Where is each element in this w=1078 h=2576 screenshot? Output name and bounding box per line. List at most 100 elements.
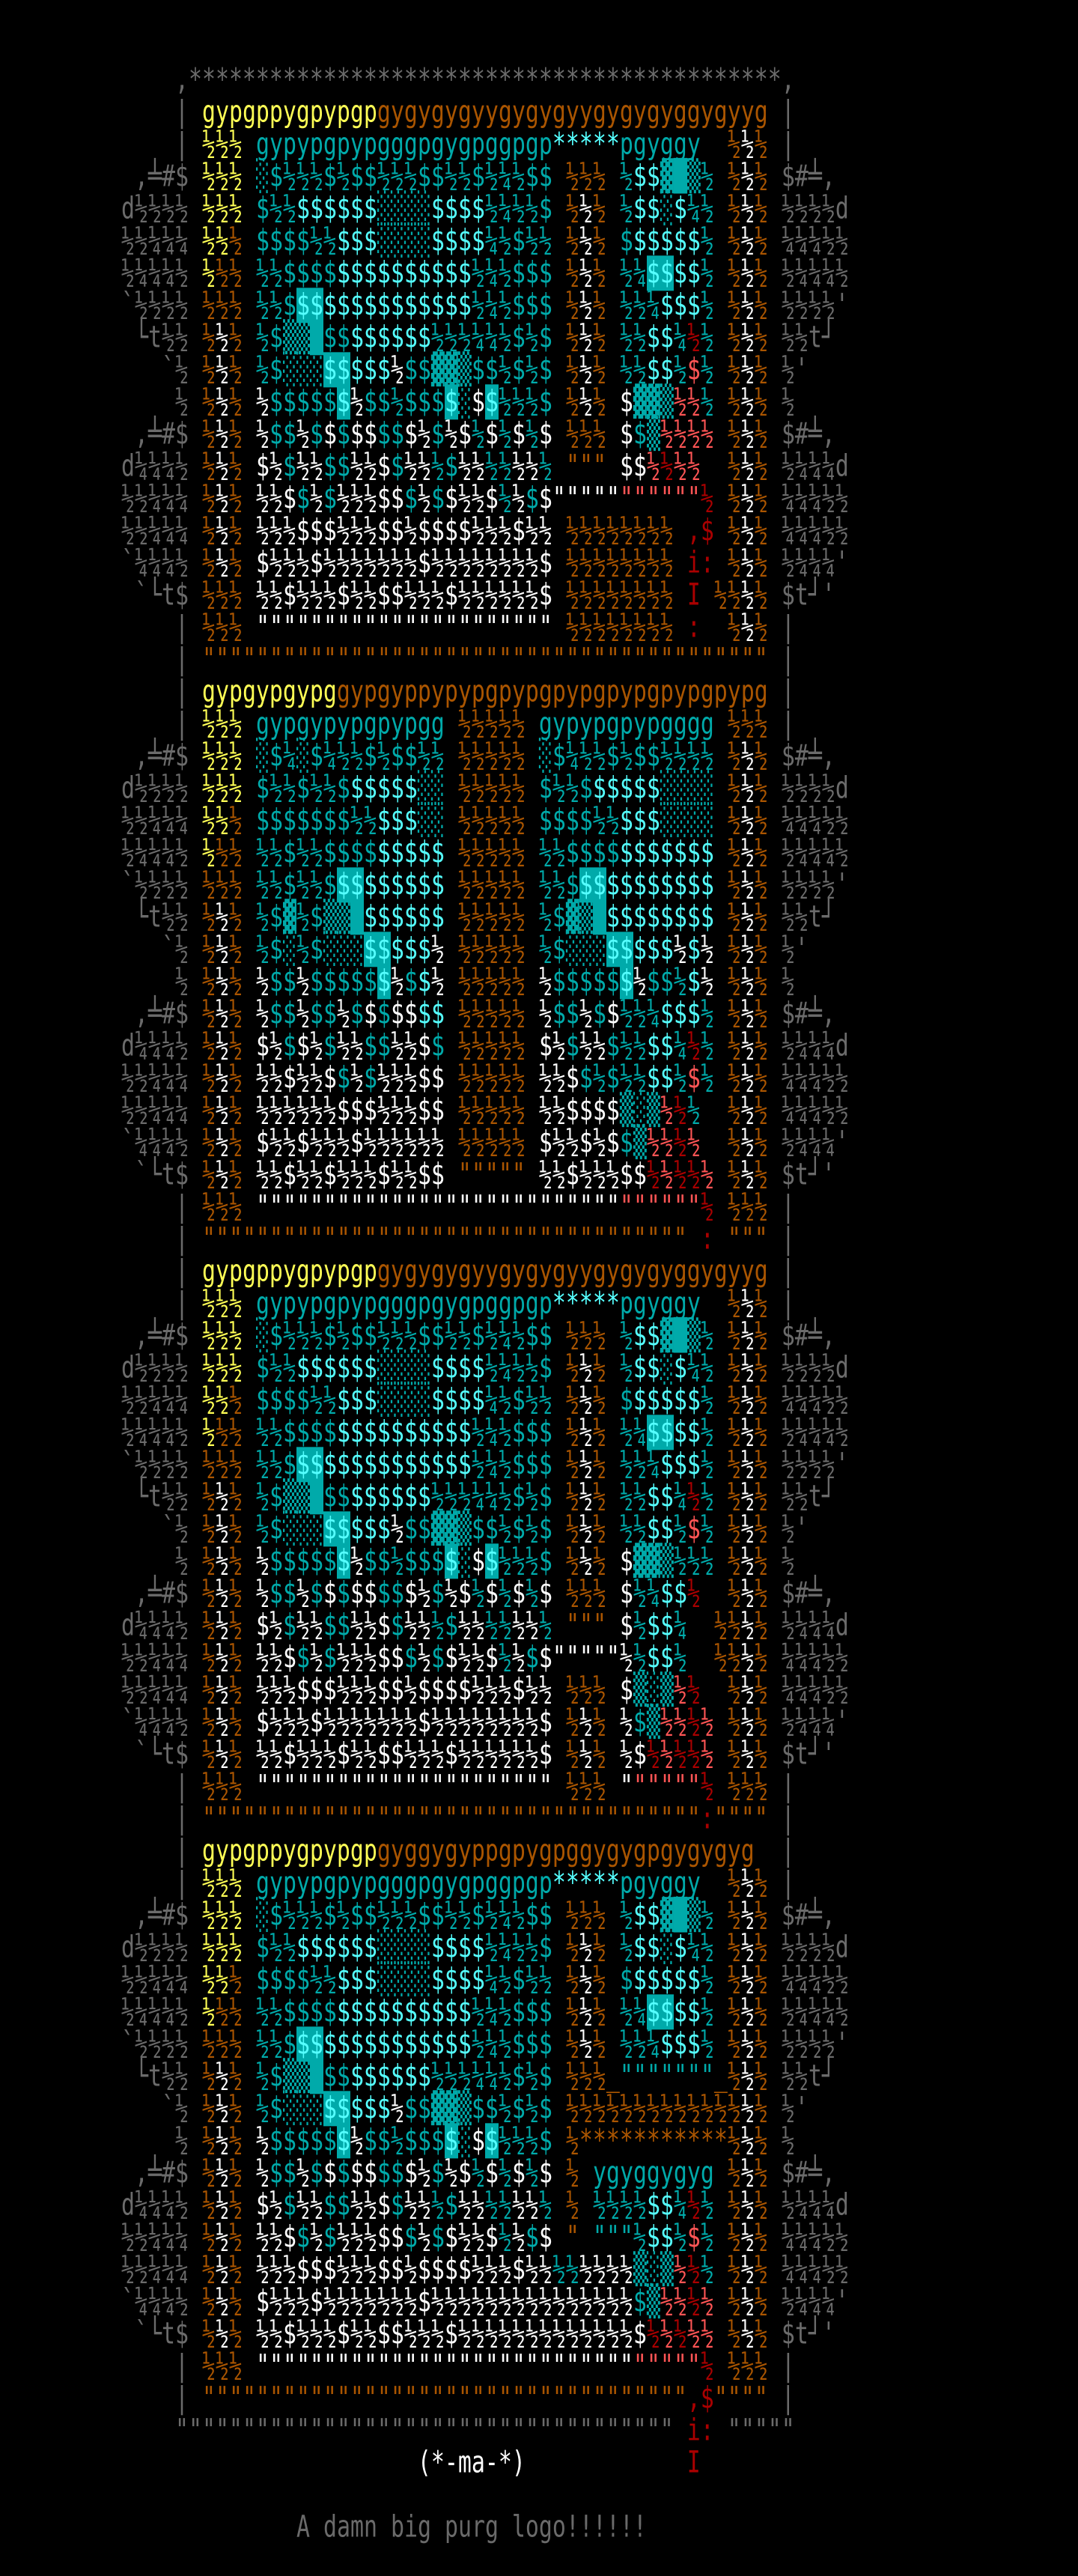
art-glyphs bbox=[768, 416, 782, 452]
art-glyphs bbox=[768, 1125, 782, 1160]
art-glyphs: ½$▒▒ bbox=[255, 2059, 310, 2094]
art-glyphs: ½ bbox=[754, 771, 768, 806]
art-row: ,***************************************… bbox=[0, 64, 1078, 97]
frame-glyphs: d½½½½ bbox=[121, 191, 189, 227]
art-glyphs: $ bbox=[471, 2123, 485, 2159]
art-glyphs: ½ bbox=[228, 2091, 243, 2127]
art-glyphs bbox=[768, 1994, 782, 2029]
art-glyphs: ½$ bbox=[619, 1737, 647, 1772]
art-glyphs: ½ bbox=[350, 384, 364, 420]
art-glyphs: ½ bbox=[727, 577, 741, 613]
art-glyphs: ░ bbox=[457, 384, 472, 420]
art-glyphs bbox=[526, 835, 539, 870]
art-glyphs bbox=[552, 1930, 566, 1965]
art-glyphs: ½ bbox=[740, 288, 755, 323]
art-glyphs: ½ bbox=[471, 416, 485, 452]
art-glyphs: ½ bbox=[215, 545, 229, 581]
art-caption: A damn big purg logo!!!!!! bbox=[296, 2509, 647, 2545]
art-glyphs: $ bbox=[282, 2187, 296, 2223]
art-glyphs: ½ bbox=[592, 1511, 606, 1547]
art-glyphs: ½½½ bbox=[201, 1898, 243, 1933]
art-glyphs: ½ bbox=[201, 2316, 216, 2352]
art-glyphs: ½ bbox=[201, 1060, 216, 1096]
art-glyphs bbox=[189, 1576, 202, 1611]
art-glyphs bbox=[579, 2155, 593, 2190]
art-glyphs: ½ bbox=[754, 867, 768, 903]
art-glyphs: ▒░▒ bbox=[619, 1093, 660, 1128]
art-glyphs: $$ bbox=[646, 1994, 674, 2030]
frame-glyphs: d¼¼¼½ bbox=[121, 2187, 189, 2223]
art-glyphs: ½ bbox=[215, 1704, 229, 1740]
art-glyphs bbox=[243, 191, 256, 226]
art-glyphs bbox=[309, 1479, 323, 1515]
art-glyphs bbox=[701, 577, 714, 613]
art-glyphs: ½ bbox=[754, 2187, 768, 2223]
art-glyphs: ygyggygyg bbox=[592, 2155, 714, 2191]
art-glyphs: $ bbox=[430, 2220, 445, 2255]
art-glyphs: ½ bbox=[565, 191, 579, 227]
art-glyphs bbox=[714, 1447, 728, 1482]
art-glyphs: $ bbox=[686, 352, 701, 388]
art-glyphs: ½ bbox=[740, 1640, 755, 1676]
art-glyphs: ½½½½½ bbox=[457, 1060, 526, 1096]
frame-glyphs: | bbox=[121, 1189, 189, 1225]
frame-glyphs: ½½¼¼¼ bbox=[121, 2220, 189, 2255]
art-glyphs bbox=[714, 964, 728, 999]
art-row: └t½½ ½½½ ½$▒▒ $$$$$$$$½½½¼¼½$½$ ½½½ ½½$$… bbox=[0, 320, 1078, 356]
art-glyphs bbox=[768, 1382, 782, 1418]
art-glyphs bbox=[0, 1962, 121, 1997]
art-glyphs bbox=[189, 706, 202, 741]
art-glyphs: ½ bbox=[754, 610, 768, 645]
art-glyphs: $ bbox=[390, 1608, 404, 1644]
art-glyphs: ½½$½½$$$$ bbox=[255, 835, 377, 871]
frame-glyphs: | bbox=[781, 127, 795, 162]
art-glyphs: ½ bbox=[309, 2220, 323, 2255]
frame-glyphs: | bbox=[781, 610, 795, 645]
art-glyphs: ½$▒▒ bbox=[255, 320, 310, 356]
art-glyphs: ½ bbox=[740, 2220, 755, 2255]
art-glyphs: $$ bbox=[323, 320, 350, 356]
art-glyphs: ½ bbox=[754, 1286, 768, 1322]
art-glyphs: ½ bbox=[754, 1511, 768, 1547]
art-glyphs: ½ bbox=[727, 2026, 741, 2062]
art-glyphs: ½½ bbox=[296, 2187, 323, 2223]
art-glyphs: $$ bbox=[323, 2091, 350, 2127]
art-glyphs: ½ bbox=[228, 416, 243, 452]
frame-glyphs: ½¼¼¼½ bbox=[781, 1994, 849, 2030]
art-glyphs: " bbox=[619, 1769, 633, 1805]
art-glyphs: $$ bbox=[417, 996, 445, 1032]
art-glyphs bbox=[768, 513, 782, 548]
art-glyphs bbox=[768, 1576, 782, 1611]
frame-glyphs: ½½¼¼¼ bbox=[121, 2252, 189, 2288]
frame-glyphs: ½¼¼¼' bbox=[781, 1125, 849, 1161]
art-glyphs: ½ bbox=[754, 481, 768, 517]
art-glyphs: $$$ bbox=[377, 803, 418, 839]
frame-glyphs: ,╧#$ bbox=[121, 2155, 189, 2191]
art-glyphs: ½ bbox=[525, 416, 539, 452]
art-glyphs: ½ bbox=[700, 255, 714, 291]
art-glyphs: ½½½ bbox=[201, 1865, 243, 1901]
art-glyphs: ½ bbox=[740, 127, 755, 162]
art-glyphs bbox=[606, 1769, 620, 1804]
art-glyphs: ½ bbox=[619, 159, 633, 195]
art-glyphs: $$$$$$$$$$ bbox=[336, 255, 472, 291]
art-glyphs: $ bbox=[336, 1576, 350, 1611]
art-glyphs: $$ bbox=[633, 159, 660, 195]
art-row: ,╧#$ ½½½ ░$½½½$½$$½½½$$½½$½¼½$$ ½½½ ½$$▓… bbox=[0, 159, 1078, 195]
art-glyphs: ***** bbox=[552, 1865, 620, 1901]
art-glyphs: ½ bbox=[700, 2026, 714, 2062]
art-glyphs: ½½½¼¼½$½$ bbox=[430, 2059, 552, 2094]
art-glyphs: ½½½ bbox=[201, 159, 243, 195]
frame-glyphs: ½¼¼¼' bbox=[781, 2284, 849, 2320]
frame-glyphs: ¼¼¼½½ bbox=[781, 1640, 849, 1676]
art-glyphs: ½ bbox=[228, 2220, 243, 2255]
art-glyphs: ½ bbox=[686, 2252, 701, 2288]
art-glyphs bbox=[768, 1737, 782, 1772]
art-glyphs: ½½½ bbox=[565, 1672, 606, 1708]
art-glyphs bbox=[768, 384, 782, 419]
art-glyphs: ½ bbox=[201, 2252, 216, 2288]
art-glyphs bbox=[526, 867, 539, 902]
frame-glyphs: ½ bbox=[781, 1543, 795, 1579]
art-glyphs: $ bbox=[430, 1028, 445, 1064]
art-row: ½¼¼¼½ ½½½ ½½$$$$$$$$$$$$$$½¼½$$$ ½½½ ½¼$… bbox=[0, 1415, 1078, 1450]
